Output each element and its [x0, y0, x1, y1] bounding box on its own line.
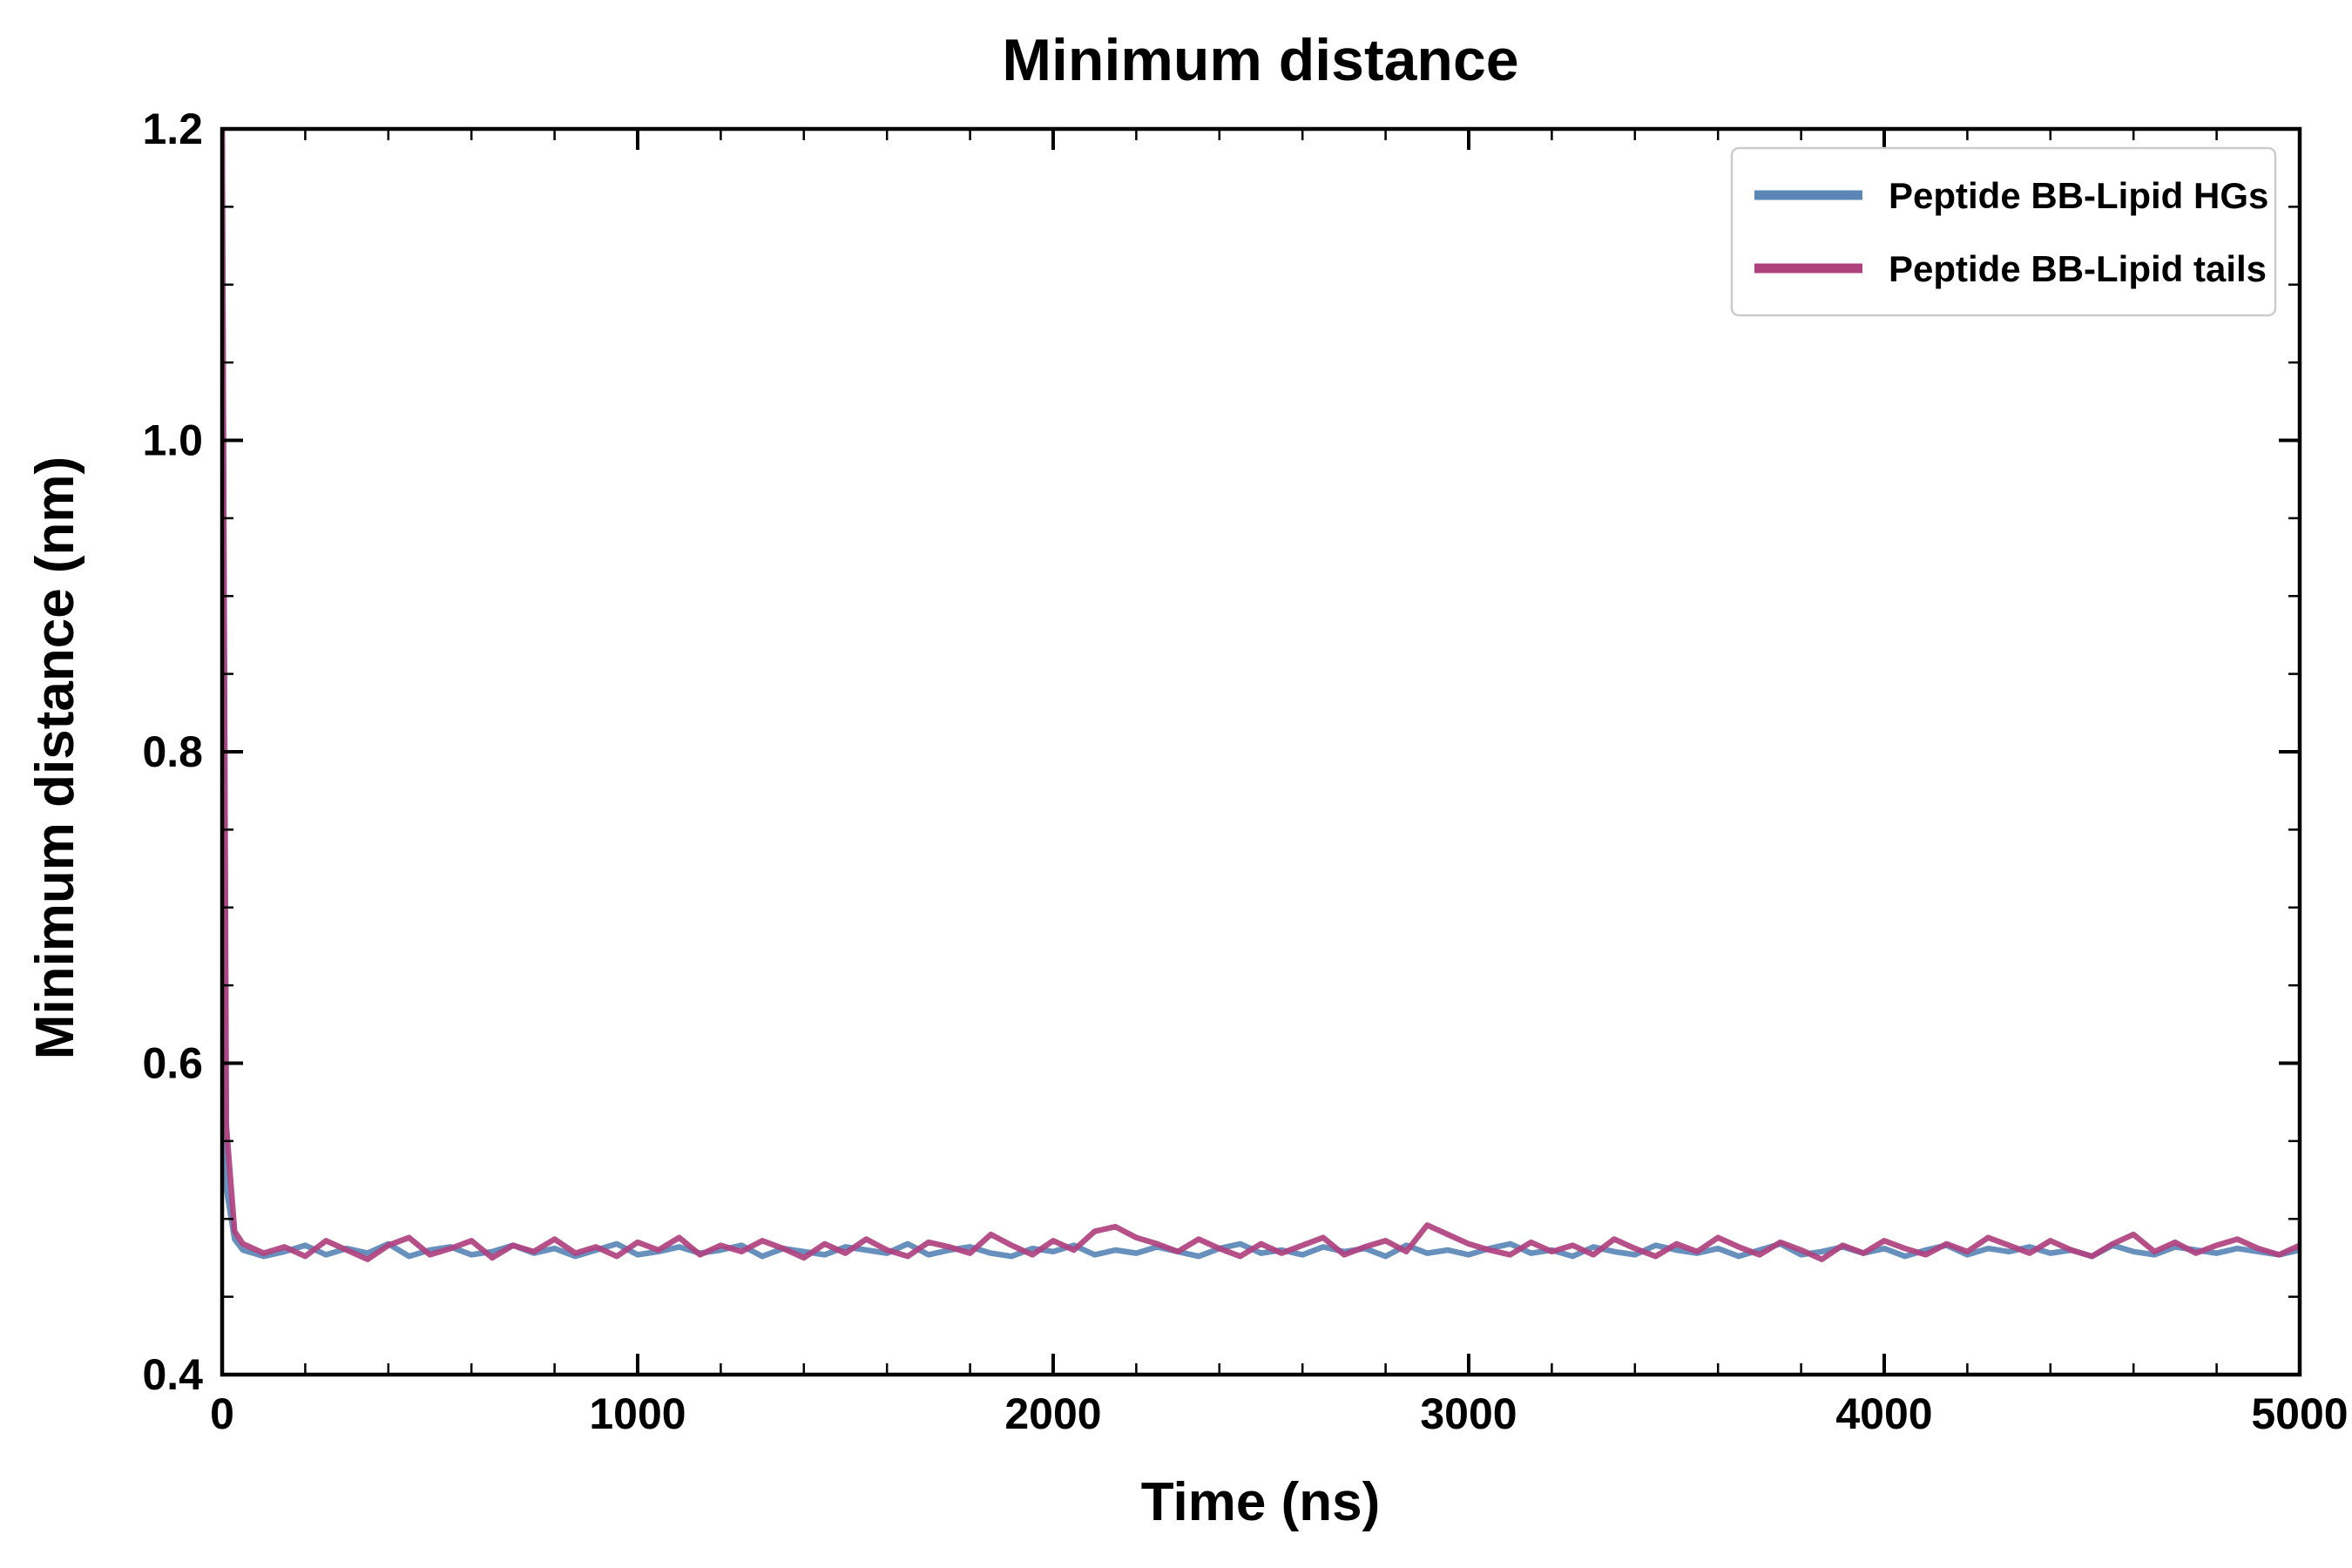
axes	[220, 126, 2302, 1377]
x-tick-label: 4000	[1835, 1389, 1932, 1438]
y-tick-label: 1.0	[142, 416, 203, 465]
legend: Peptide BB-Lipid HGs Peptide BB-Lipid tai…	[1730, 146, 2277, 317]
y-tick-label: 0.8	[142, 727, 203, 776]
x-tick-label: 2000	[1004, 1389, 1101, 1438]
x-tick-label: 0	[210, 1389, 234, 1438]
y-tick-label: 0.6	[142, 1039, 203, 1088]
x-tick-label: 3000	[1420, 1389, 1517, 1438]
y-tick-label: 1.2	[142, 105, 203, 153]
chart-title: Minimum distance	[1002, 27, 1518, 93]
y-tick-label: 0.4	[142, 1350, 203, 1399]
x-tick-label: 1000	[589, 1389, 686, 1438]
x-axis-label: Time (ns)	[1141, 1472, 1380, 1532]
legend-entry-label-1: Peptide BB-Lipid tails	[1889, 248, 2267, 289]
tick-labels: 0 1000 2000 3000 4000 5000 0.4 0.6 0.8 1.0 1.2	[142, 105, 2348, 1438]
legend-entry-label-0: Peptide BB-Lipid HGs	[1889, 175, 2268, 216]
series-lines	[222, 129, 2300, 1262]
series-line-1	[222, 129, 2300, 1262]
y-axis-label: Minimum distance (nm)	[25, 456, 85, 1059]
x-tick-label: 5000	[2251, 1389, 2348, 1438]
legend-box	[1730, 146, 2277, 317]
